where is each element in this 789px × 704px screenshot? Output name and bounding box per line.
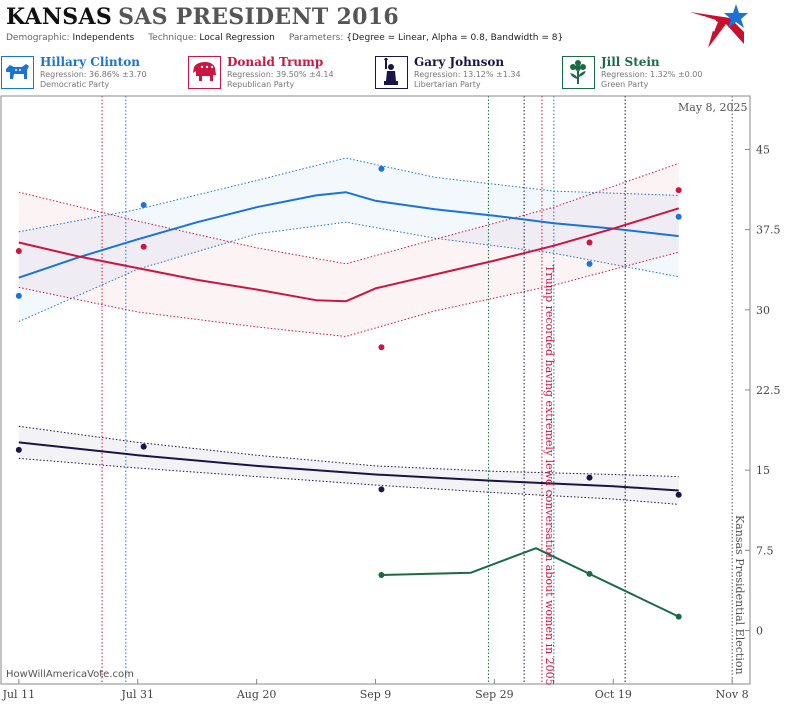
candidate-regression: Regression: 1.32% ±0.00	[601, 70, 703, 79]
poll-point-2-4	[675, 491, 682, 498]
poll-point-1-1	[140, 243, 147, 250]
poll-point-2-2	[378, 486, 385, 493]
band-0	[18, 158, 679, 322]
poll-point-1-4	[675, 187, 682, 194]
y-tick-label-6: 45	[756, 143, 770, 156]
band-upper-2	[18, 425, 679, 478]
band-upper-1	[18, 162, 679, 265]
poll-point-1-0	[15, 248, 22, 255]
y-tick-label-0: 0	[756, 625, 763, 638]
y-tick-label-4: 30	[756, 304, 770, 317]
y-tick-label-2: 15	[756, 464, 770, 477]
event-lines	[101, 96, 733, 684]
annotation-0: Trump recorded having extremely lewd con…	[543, 265, 556, 686]
candidate-legend: Hillary Clinton Regression: 36.86% ±3.70…	[0, 54, 789, 92]
date-stamp: May 8, 2025	[678, 101, 748, 114]
demographic-value: Independents	[72, 33, 135, 43]
donkey-icon	[1, 56, 34, 89]
demographic-label: Demographic:	[6, 33, 70, 43]
x-tick-label-0: Jul 11	[2, 688, 36, 701]
poll-point-3-0	[378, 571, 385, 578]
poll-point-2-1	[140, 443, 147, 450]
series-lines	[18, 191, 680, 618]
state-name: KANSAS	[6, 4, 113, 30]
x-tick-label-1: Jul 31	[120, 688, 154, 701]
parameters-value: {Degree = Linear, Alpha = 0.8, Bandwidth…	[346, 33, 564, 43]
elephant-icon	[188, 56, 221, 89]
candidate-name: Hillary Clinton	[40, 55, 140, 69]
candidate-party: Republican Party	[227, 80, 295, 89]
poll-point-3-1	[586, 570, 593, 577]
race-title: SAS PRESIDENT 2016	[118, 4, 399, 30]
poll-point-1-2	[378, 344, 385, 351]
technique-value: Local Regression	[199, 33, 275, 43]
statue-of-liberty-icon	[375, 56, 408, 89]
x-tick-label-5: Oct 19	[595, 688, 632, 701]
candidate-regression: Regression: 36.86% ±3.70	[40, 70, 147, 79]
annotations: Trump recorded having extremely lewd con…	[543, 265, 746, 686]
technique-label: Technique:	[148, 33, 197, 43]
parameters-line: Demographic: Independents Technique: Loca…	[6, 33, 563, 43]
candidate-name: Jill Stein	[601, 55, 660, 69]
poll-point-0-3	[586, 260, 593, 267]
x-tick-label-3: Sep 9	[360, 688, 392, 701]
candidate-party: Democratic Party	[40, 80, 110, 89]
fit-line-2	[18, 441, 679, 492]
legend-stein: Jill Stein Regression: 1.32% ±0.00 Green…	[561, 54, 747, 92]
x-tick-label-2: Aug 20	[236, 688, 277, 701]
poll-point-0-2	[378, 165, 385, 172]
candidate-party: Green Party	[601, 80, 649, 89]
poll-point-3-2	[675, 613, 682, 620]
legend-johnson: Gary Johnson Regression: 13.12% ±1.34 Li…	[374, 54, 560, 92]
fit-line-3	[381, 547, 680, 618]
y-tick-label-3: 22.5	[756, 384, 781, 397]
chart-title: KANSAS SAS PRESIDENT 2016	[6, 4, 399, 30]
poll-point-1-3	[586, 239, 593, 246]
site-watermark: HowWillAmericaVote.com	[6, 669, 134, 680]
axes: 0 7.5 15 22.5 30 37.5 45 Jul 11 Jul 31 Aug 20 Sep …	[0, 95, 781, 701]
x-tick-label-4: Sep 29	[475, 688, 514, 701]
band-1	[18, 163, 679, 337]
candidate-regression: Regression: 39.50% ±4.14	[227, 70, 334, 79]
candidate-regression: Regression: 13.12% ±1.34	[414, 70, 521, 79]
candidate-name: Gary Johnson	[414, 55, 505, 69]
band-lower-0	[18, 221, 679, 323]
star-logo-icon	[690, 4, 748, 48]
flower-icon	[562, 56, 595, 89]
candidate-name: Donald Trump	[227, 55, 324, 69]
poll-point-0-0	[15, 292, 22, 299]
poll-point-2-3	[586, 474, 593, 481]
fit-line-0	[18, 191, 679, 279]
poll-points	[15, 165, 682, 620]
y-tick-label-5: 37.5	[756, 224, 781, 237]
x-tick-label-6: Nov 8	[716, 688, 749, 701]
poll-point-2-0	[15, 446, 22, 453]
annotation-1: Kansas Presidential Election	[733, 515, 746, 675]
parameters-label: Parameters:	[288, 33, 344, 43]
legend-clinton: Hillary Clinton Regression: 36.86% ±3.70…	[0, 54, 186, 92]
y-tick-label-1: 7.5	[756, 544, 774, 557]
poll-point-0-4	[675, 213, 682, 220]
fit-line-1	[18, 207, 679, 303]
poll-point-0-1	[140, 202, 147, 209]
candidate-party: Libertarian Party	[414, 80, 481, 89]
band-2	[18, 426, 679, 505]
band-lower-2	[18, 457, 679, 505]
legend-trump: Donald Trump Regression: 39.50% ±4.14 Re…	[187, 54, 373, 92]
